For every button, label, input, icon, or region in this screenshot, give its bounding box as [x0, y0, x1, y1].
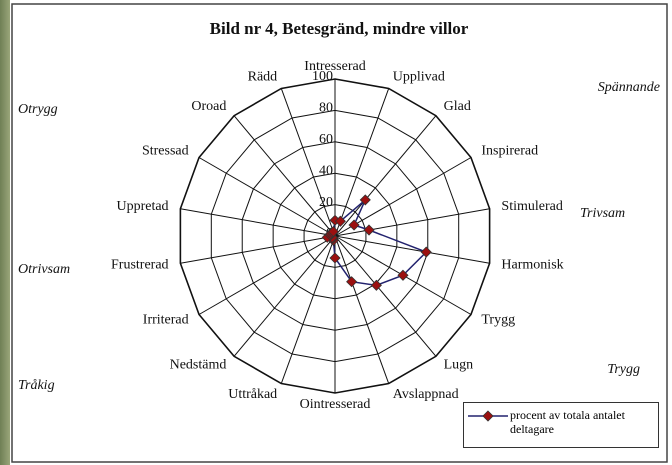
annotation: Otrygg [18, 102, 58, 117]
category-label: Upplivad [393, 69, 445, 84]
annotation: Tråkig [18, 378, 55, 393]
category-label: Harmonisk [501, 258, 563, 273]
chart: Bild nr 4, Betesgränd, mindre villor Int… [0, 0, 672, 465]
category-label: Trygg [481, 313, 515, 328]
category-label: Stimulerad [501, 199, 562, 214]
category-label: Uttråkad [228, 387, 277, 402]
legend: procent av totala antalet deltagare [463, 402, 659, 448]
annotation: Trivsam [580, 206, 625, 221]
category-label: Nedstämd [170, 358, 227, 373]
r-tick-label: 20 [319, 195, 333, 210]
category-label: Glad [444, 99, 471, 114]
category-label: Stressad [142, 144, 189, 159]
annotation: Trygg [607, 362, 640, 377]
screenshot: Bild nr 4, Betesgränd, mindre villor Int… [0, 0, 672, 465]
category-label: Frustrerad [111, 258, 169, 273]
r-tick-label: 60 [319, 132, 333, 147]
category-label: Oroad [191, 99, 226, 114]
legend-symbol [468, 409, 508, 423]
category-label: Irriterad [143, 313, 189, 328]
category-label: Uppretad [116, 199, 168, 214]
chart-title: Bild nr 4, Betesgränd, mindre villor [210, 19, 469, 38]
category-label: Avslappnad [393, 387, 459, 402]
r-tick-label: 80 [319, 101, 333, 116]
category-label: Inspirerad [481, 144, 538, 159]
category-label: Ointresserad [300, 397, 371, 412]
category-label: Lugn [444, 358, 474, 373]
r-tick-label: 100 [312, 69, 333, 84]
legend-label: procent av totala antalet deltagare [510, 408, 625, 436]
annotation: Otrivsam [18, 262, 70, 277]
category-label: Rädd [248, 69, 278, 84]
r-tick-label: 40 [319, 163, 333, 178]
annotation: Spännande [598, 80, 660, 95]
